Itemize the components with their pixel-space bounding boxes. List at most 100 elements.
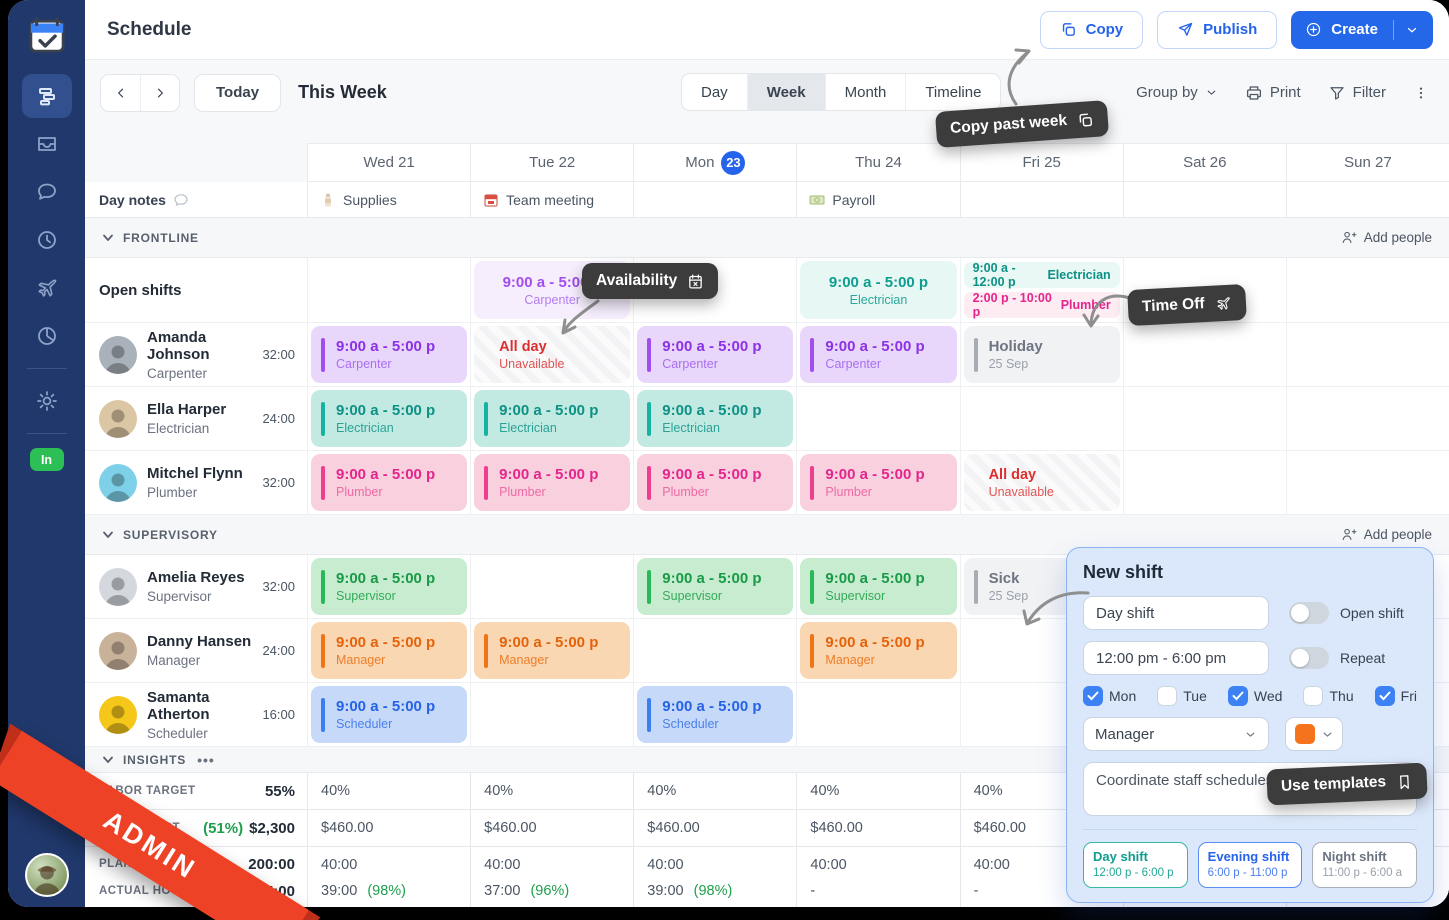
template-night-shift[interactable]: Night shift 11:00 p - 6:00 a — [1312, 842, 1418, 888]
shift-card[interactable]: 9:00 a - 5:00 p Manager — [800, 622, 957, 679]
template-evening-shift[interactable]: Evening shift 6:00 p - 11:00 p — [1197, 842, 1303, 888]
shift-cell[interactable] — [1122, 387, 1286, 451]
publish-button[interactable]: Publish — [1157, 10, 1278, 49]
insights-menu-button[interactable]: ••• — [197, 751, 215, 768]
day-note-cell[interactable] — [1285, 182, 1449, 218]
checkbox-checked[interactable] — [1083, 686, 1103, 706]
weekday-checkbox-tue[interactable]: Tue — [1157, 686, 1207, 706]
day-note-cell[interactable]: Payroll — [796, 182, 960, 218]
shift-cell[interactable]: Holiday 25 Sep — [959, 323, 1123, 387]
sidebar-item-time-clock[interactable] — [22, 218, 72, 262]
today-button[interactable]: Today — [194, 73, 282, 112]
calendar-check-icon[interactable] — [24, 12, 70, 58]
shift-cell[interactable]: 9:00 a - 5:00 p Supervisor — [307, 555, 471, 619]
shift-cell[interactable] — [1285, 451, 1449, 515]
shift-cell[interactable] — [959, 619, 1123, 683]
sidebar-item-time-off[interactable] — [22, 266, 72, 310]
checkbox-checked[interactable] — [1374, 686, 1395, 706]
day-header[interactable]: Wed 21 — [307, 143, 471, 182]
shift-card[interactable]: 9:00 a - 5:00 p Supervisor — [311, 558, 468, 615]
time-range-input[interactable]: 12:00 pm - 6:00 pm — [1083, 641, 1269, 675]
open-shift-card[interactable]: 9:00 a - 12:00 p Electrician — [963, 261, 1120, 289]
shift-card[interactable]: 9:00 a - 5:00 p Plumber — [800, 454, 957, 511]
day-header[interactable]: Sun 27 — [1285, 143, 1449, 182]
shift-card[interactable]: 9:00 a - 5:00 p Scheduler — [637, 686, 794, 743]
print-button[interactable]: Print — [1245, 84, 1301, 102]
tab-week[interactable]: Week — [746, 74, 825, 110]
shift-cell[interactable] — [1285, 258, 1449, 323]
shift-cell[interactable] — [633, 619, 797, 683]
shift-card[interactable]: 9:00 a - 5:00 p Carpenter — [800, 326, 957, 383]
shift-name-input[interactable]: Day shift — [1083, 596, 1269, 630]
day-header[interactable]: Mon 23 — [633, 143, 797, 182]
create-button[interactable]: Create — [1291, 10, 1433, 49]
day-note-cell[interactable]: Team meeting — [470, 182, 634, 218]
shift-cell[interactable] — [470, 555, 634, 619]
shift-cell[interactable]: All day Unavailable — [959, 451, 1123, 515]
tab-timeline[interactable]: Timeline — [905, 74, 1000, 110]
shift-cell[interactable]: 9:00 a - 5:00 p Electrician — [470, 387, 634, 451]
checkbox-checked[interactable] — [1227, 686, 1248, 706]
weekday-checkbox-thu[interactable]: Thu — [1303, 686, 1354, 706]
open-shift-card[interactable]: 2:00 p - 10:00 p Plumber — [963, 291, 1120, 319]
shift-cell[interactable]: 9:00 a - 5:00 p Carpenter — [633, 323, 797, 387]
unavailable-card[interactable]: All day Unavailable — [474, 326, 631, 383]
checkbox-unchecked[interactable] — [1157, 686, 1178, 706]
shift-cell[interactable]: 9:00 a - 5:00 p Manager — [470, 619, 634, 683]
shift-cell[interactable]: 9:00 a - 5:00 p Carpenter — [796, 323, 960, 387]
shift-cell[interactable] — [1122, 258, 1286, 323]
shift-card[interactable]: 9:00 a - 5:00 p Manager — [474, 622, 631, 679]
filter-button[interactable]: Filter — [1328, 84, 1386, 102]
shift-cell[interactable] — [470, 683, 634, 747]
shift-cell[interactable]: 9:00 a - 5:00 p Plumber — [796, 451, 960, 515]
shift-card[interactable]: 9:00 a - 5:00 p Plumber — [311, 454, 468, 511]
shift-cell[interactable] — [1122, 323, 1286, 387]
role-select[interactable]: Manager — [1083, 717, 1269, 751]
prev-week-button[interactable] — [101, 75, 140, 111]
shift-cell[interactable]: 9:00 a - 5:00 p Scheduler — [307, 683, 471, 747]
sidebar-item-chat[interactable] — [22, 170, 72, 214]
shift-card[interactable]: 9:00 a - 5:00 p Electrician — [637, 390, 794, 447]
tab-month[interactable]: Month — [824, 74, 906, 110]
shift-card[interactable]: 9:00 a - 5:00 p Supervisor — [800, 558, 957, 615]
weekday-checkbox-fri[interactable]: Fri — [1374, 686, 1417, 706]
time-off-card[interactable]: Holiday 25 Sep — [963, 326, 1120, 383]
open-shift-card[interactable]: 9:00 a - 5:00 p Electrician — [800, 261, 957, 319]
repeat-toggle[interactable] — [1289, 647, 1329, 669]
shift-cell[interactable]: 9:00 a - 5:00 p Electrician — [633, 387, 797, 451]
day-header[interactable]: Thu 24 — [796, 143, 960, 182]
shift-cell[interactable]: 9:00 a - 5:00 p Scheduler — [633, 683, 797, 747]
group-by-dropdown[interactable]: Group by — [1136, 84, 1218, 101]
shift-cell[interactable] — [796, 683, 960, 747]
shift-cell[interactable]: All day Unavailable — [470, 323, 634, 387]
shift-card[interactable]: 9:00 a - 5:00 p Electrician — [311, 390, 468, 447]
shift-cell[interactable]: 9:00 a - 5:00 p Supervisor — [796, 555, 960, 619]
shift-cell[interactable] — [1285, 387, 1449, 451]
shift-card[interactable]: 9:00 a - 5:00 p Manager — [311, 622, 468, 679]
shift-card[interactable]: 9:00 a - 5:00 p Electrician — [474, 390, 631, 447]
day-header[interactable]: Sat 26 — [1122, 143, 1286, 182]
template-day-shift[interactable]: Day shift 12:00 p - 6:00 p — [1083, 842, 1188, 888]
color-select[interactable] — [1285, 717, 1343, 751]
sidebar-item-reports[interactable] — [22, 314, 72, 358]
sidebar-item-schedule[interactable] — [21, 74, 72, 118]
day-note-cell[interactable] — [959, 182, 1123, 218]
shift-cell[interactable]: 9:00 a - 5:00 p Electrician — [307, 387, 471, 451]
more-options-button[interactable] — [1413, 85, 1429, 101]
unavailable-card[interactable]: All day Unavailable — [963, 454, 1120, 511]
shift-cell[interactable]: 9:00 a - 12:00 p Electrician 2:00 p - 10:0… — [959, 258, 1123, 323]
add-people-button[interactable]: Add people — [1340, 526, 1432, 543]
shift-cell[interactable]: 9:00 a - 5:00 p Manager — [796, 619, 960, 683]
day-note-cell[interactable] — [1122, 182, 1286, 218]
shift-cell[interactable]: 9:00 a - 5:00 p Carpenter — [307, 323, 471, 387]
shift-cell[interactable] — [959, 387, 1123, 451]
weekday-checkbox-wed[interactable]: Wed — [1227, 686, 1282, 706]
shift-cell[interactable] — [1285, 323, 1449, 387]
shift-card[interactable]: 9:00 a - 5:00 p Carpenter — [637, 326, 794, 383]
weekday-checkbox-mon[interactable]: Mon — [1083, 686, 1136, 706]
open-shift-toggle[interactable] — [1289, 602, 1329, 624]
sidebar-item-settings[interactable] — [22, 379, 72, 423]
shift-cell[interactable] — [796, 387, 960, 451]
tab-day[interactable]: Day — [701, 83, 728, 101]
shift-card[interactable]: 9:00 a - 5:00 p Carpenter — [311, 326, 468, 383]
